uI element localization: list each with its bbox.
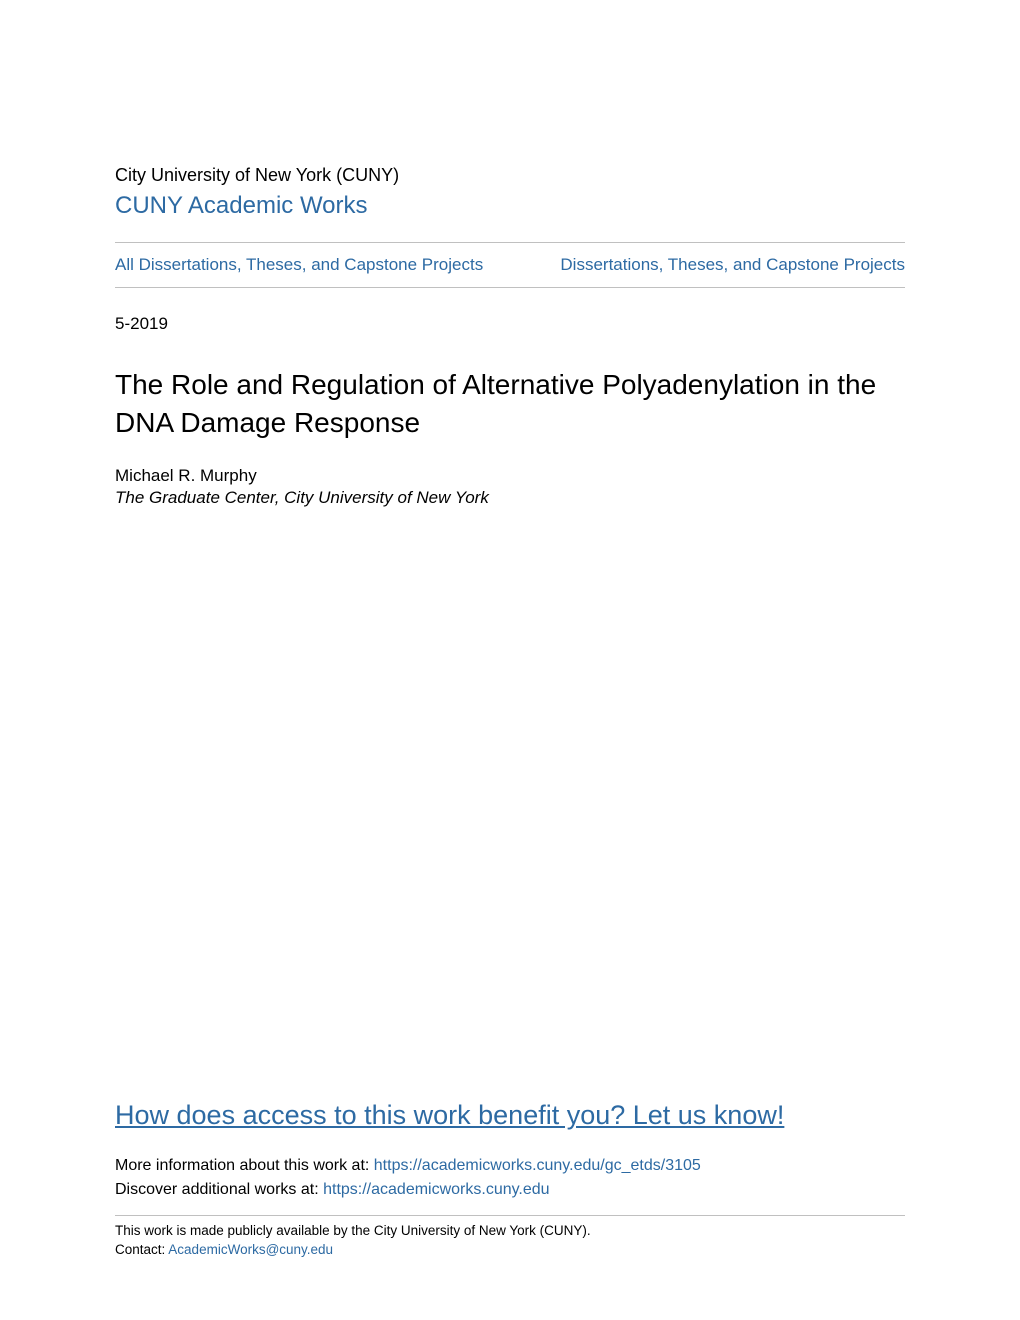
more-info-link[interactable]: https://academicworks.cuny.edu/gc_etds/3… xyxy=(374,1157,701,1174)
document-title: The Role and Regulation of Alternative P… xyxy=(115,366,905,442)
institution-name: City University of New York (CUNY) xyxy=(115,165,905,186)
contact-prefix: Contact: xyxy=(115,1242,168,1257)
contact-email-link[interactable]: AcademicWorks@cuny.edu xyxy=(168,1242,333,1257)
more-info-prefix: More information about this work at: xyxy=(115,1157,374,1174)
publication-date: 5-2019 xyxy=(115,314,905,334)
discover-line: Discover additional works at: https://ac… xyxy=(115,1181,905,1199)
nav-divider xyxy=(115,287,905,288)
discover-link[interactable]: https://academicworks.cuny.edu xyxy=(323,1181,549,1198)
author-name: Michael R. Murphy xyxy=(115,466,905,486)
repository-name-link[interactable]: CUNY Academic Works xyxy=(115,192,905,220)
breadcrumb-nav: All Dissertations, Theses, and Capstone … xyxy=(115,243,905,287)
feedback-cta-link[interactable]: How does access to this work benefit you… xyxy=(115,1100,905,1131)
more-info-line: More information about this work at: htt… xyxy=(115,1157,905,1175)
author-affiliation: The Graduate Center, City University of … xyxy=(115,488,905,508)
content-spacer xyxy=(115,508,905,1100)
contact-line: Contact: AcademicWorks@cuny.edu xyxy=(115,1241,905,1260)
nav-link-all-dissertations[interactable]: All Dissertations, Theses, and Capstone … xyxy=(115,255,483,275)
discover-prefix: Discover additional works at: xyxy=(115,1181,323,1198)
availability-statement: This work is made publicly available by … xyxy=(115,1222,905,1241)
nav-link-dissertations-collection[interactable]: Dissertations, Theses, and Capstone Proj… xyxy=(560,255,905,275)
footer-divider xyxy=(115,1215,905,1216)
footer-text: This work is made publicly available by … xyxy=(115,1222,905,1260)
